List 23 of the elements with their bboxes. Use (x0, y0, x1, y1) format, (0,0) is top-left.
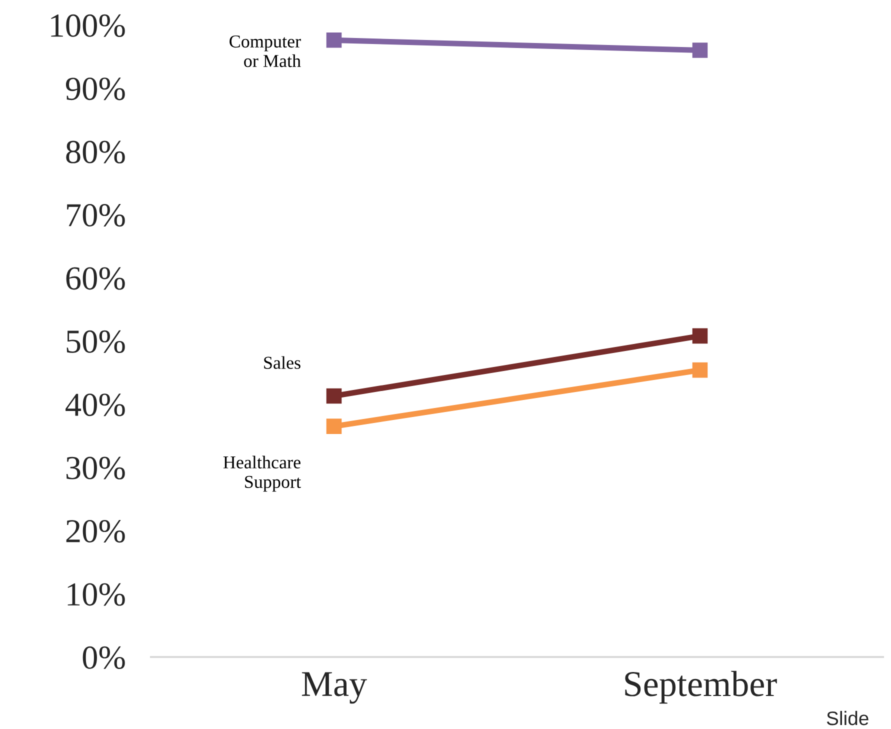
y-tick-label: 10% (68, 583, 125, 606)
y-tick-label: 40% (66, 394, 125, 416)
point (326, 32, 342, 48)
series-label: Healthcare Support (223, 456, 301, 492)
y-tick-label: 0% (82, 646, 125, 670)
x-tick-label: May (302, 672, 367, 704)
x-tick-label: September (625, 670, 777, 704)
y-tick-label: 30% (66, 456, 125, 480)
y-tick-label: 80% (66, 140, 125, 164)
point (692, 362, 708, 378)
point (692, 42, 708, 58)
series-label: Sales (264, 356, 300, 369)
text: Slide (826, 710, 868, 726)
series-label: Computer or Math (230, 35, 301, 68)
y-tick-label: 50% (66, 330, 125, 354)
y-tick-label: 90% (66, 78, 125, 100)
point (692, 328, 708, 344)
y-tick-label: 60% (66, 267, 125, 290)
point (326, 418, 342, 434)
y-tick-label: 100% (51, 14, 125, 38)
y-tick-label: 20% (66, 520, 125, 543)
y-tick-label: 70% (67, 204, 125, 227)
point (326, 388, 342, 404)
